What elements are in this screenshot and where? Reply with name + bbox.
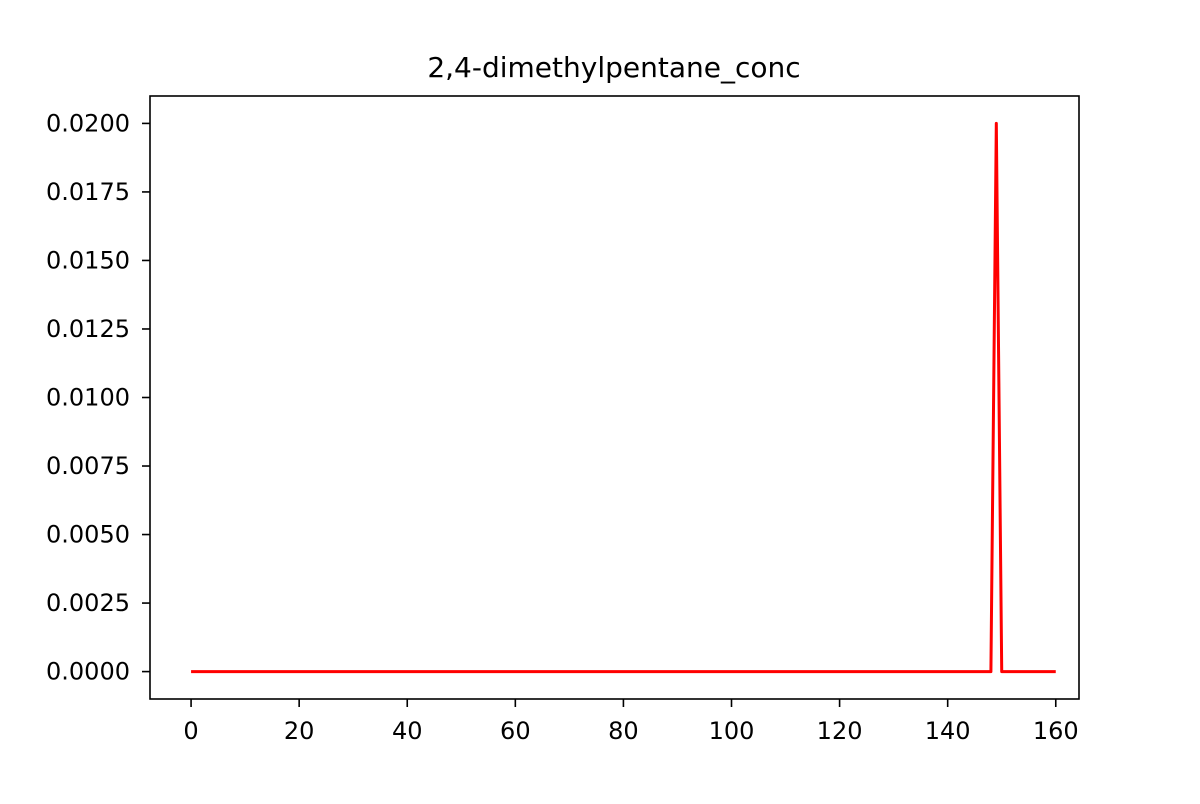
y-tick-label: 0.0150: [46, 246, 130, 274]
y-tick-label: 0.0175: [46, 178, 130, 206]
x-tick-label: 100: [709, 717, 755, 745]
x-tick-label: 40: [392, 717, 423, 745]
x-tick-label: 20: [284, 717, 315, 745]
y-tick-label: 0.0200: [46, 109, 130, 137]
y-tick-label: 0.0000: [46, 658, 130, 686]
y-tick-label: 0.0025: [46, 589, 130, 617]
plot-frame: [149, 95, 1080, 700]
x-axis: 0 20 40 60 80 100 120 140 160: [183, 699, 1079, 745]
x-tick-label: 160: [1033, 717, 1079, 745]
x-tick-label: 80: [608, 717, 639, 745]
plot-area: [191, 121, 1056, 674]
x-tick-label: 120: [817, 717, 863, 745]
y-tick-label: 0.0075: [46, 452, 130, 480]
series-line: [191, 121, 1056, 674]
x-tick-label: 140: [925, 717, 971, 745]
y-tick-label: 0.0125: [46, 315, 130, 343]
y-axis: 0.0000 0.0025 0.0050 0.0075 0.0100 0.0125 0.01…: [46, 109, 150, 686]
y-tick-label: 0.0050: [46, 521, 130, 549]
x-tick-label: 0: [183, 717, 198, 745]
x-tick-label: 60: [500, 717, 531, 745]
chart-title: 2,4-dimethylpentane_conc: [427, 51, 800, 84]
y-tick-label: 0.0100: [46, 384, 130, 412]
